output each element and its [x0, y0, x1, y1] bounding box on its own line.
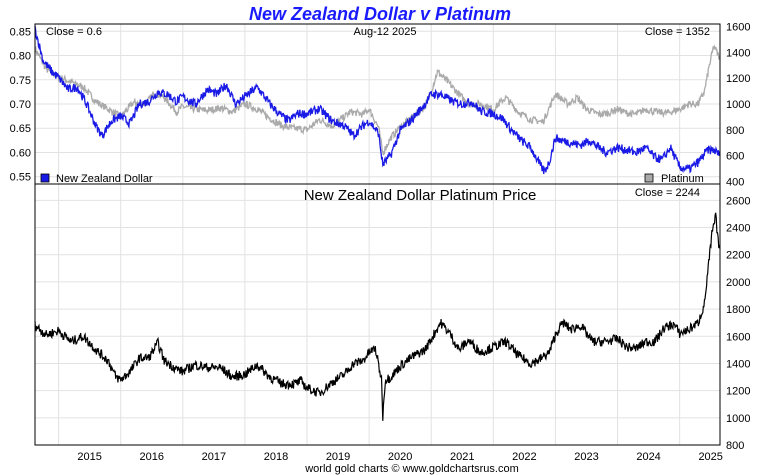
y-bottom-tick-3: 2000	[726, 277, 750, 289]
y-left-tick-6: 0.55	[10, 172, 31, 184]
legend-platinum-label: Platinum	[661, 173, 704, 185]
x-tick-8: 2023	[574, 451, 598, 463]
nzd-platinum-price-line	[34, 212, 721, 421]
x-tick-6: 2021	[450, 451, 474, 463]
y-bottom-tick-9: 800	[726, 440, 744, 452]
x-axis-ticks: 2015 2016 2017 2018 2019 2020 2021 2022 2023 2024…	[77, 451, 723, 463]
right-close-label: Close = 1352	[645, 26, 710, 38]
top-right-axis-ticks: 1600 1400 1200 1000 800 600 400	[726, 22, 750, 189]
x-tick-9: 2024	[636, 451, 660, 463]
x-tick-7: 2022	[512, 451, 536, 463]
platinum-series-line	[34, 44, 721, 156]
y-right-tick-4: 800	[726, 125, 744, 137]
y-bottom-tick-8: 1000	[726, 413, 750, 425]
top-left-axis-ticks: 0.85 0.80 0.75 0.70 0.65 0.60 0.55	[10, 26, 31, 183]
bottom-right-axis-ticks: 2600 2400 2200 2000 1800 1600 1400 1200 1000 800	[726, 195, 750, 452]
left-close-label: Close = 0.6	[46, 26, 102, 38]
date-label: Aug-12 2025	[354, 26, 417, 38]
x-tick-5: 2020	[388, 451, 412, 463]
y-bottom-tick-4: 1800	[726, 304, 750, 316]
y-left-tick-2: 0.75	[10, 75, 31, 87]
y-left-tick-1: 0.80	[10, 51, 31, 63]
y-right-tick-1: 1400	[726, 47, 750, 59]
y-bottom-tick-1: 2400	[726, 223, 750, 235]
chart-title: New Zealand Dollar v Platinum	[249, 4, 511, 24]
nzd-series-line	[34, 25, 721, 175]
y-left-tick-0: 0.85	[10, 26, 31, 38]
legend-platinum-swatch	[644, 173, 654, 183]
y-left-tick-3: 0.70	[10, 99, 31, 111]
top-panel-grid	[35, 24, 720, 184]
x-tick-0: 2015	[77, 451, 101, 463]
y-right-tick-6: 400	[726, 176, 744, 188]
y-bottom-tick-2: 2200	[726, 250, 750, 262]
x-tick-1: 2016	[140, 451, 164, 463]
y-right-tick-5: 600	[726, 151, 744, 163]
y-left-tick-5: 0.60	[10, 147, 31, 159]
bottom-panel-title: New Zealand Dollar Platinum Price	[304, 187, 537, 204]
y-right-tick-3: 1000	[726, 99, 750, 111]
y-bottom-tick-0: 2600	[726, 195, 750, 207]
x-tick-10: 2025	[698, 451, 722, 463]
y-left-tick-4: 0.65	[10, 123, 31, 135]
x-tick-3: 2018	[264, 451, 288, 463]
y-right-tick-2: 1200	[726, 73, 750, 85]
footer-credit: world gold charts © www.goldchartsrus.co…	[304, 463, 519, 475]
y-bottom-tick-5: 1600	[726, 331, 750, 343]
y-bottom-tick-6: 1400	[726, 358, 750, 370]
y-bottom-tick-7: 1200	[726, 386, 750, 398]
y-right-tick-0: 1600	[726, 22, 750, 34]
bottom-panel-frame	[34, 183, 721, 446]
bottom-close-label: Close = 2244	[635, 187, 700, 199]
legend-nzd-swatch	[40, 173, 50, 183]
bottom-panel-grid	[35, 184, 720, 446]
legend-nzd-label: New Zealand Dollar	[56, 173, 153, 185]
x-tick-4: 2019	[326, 451, 350, 463]
x-tick-2: 2017	[202, 451, 226, 463]
